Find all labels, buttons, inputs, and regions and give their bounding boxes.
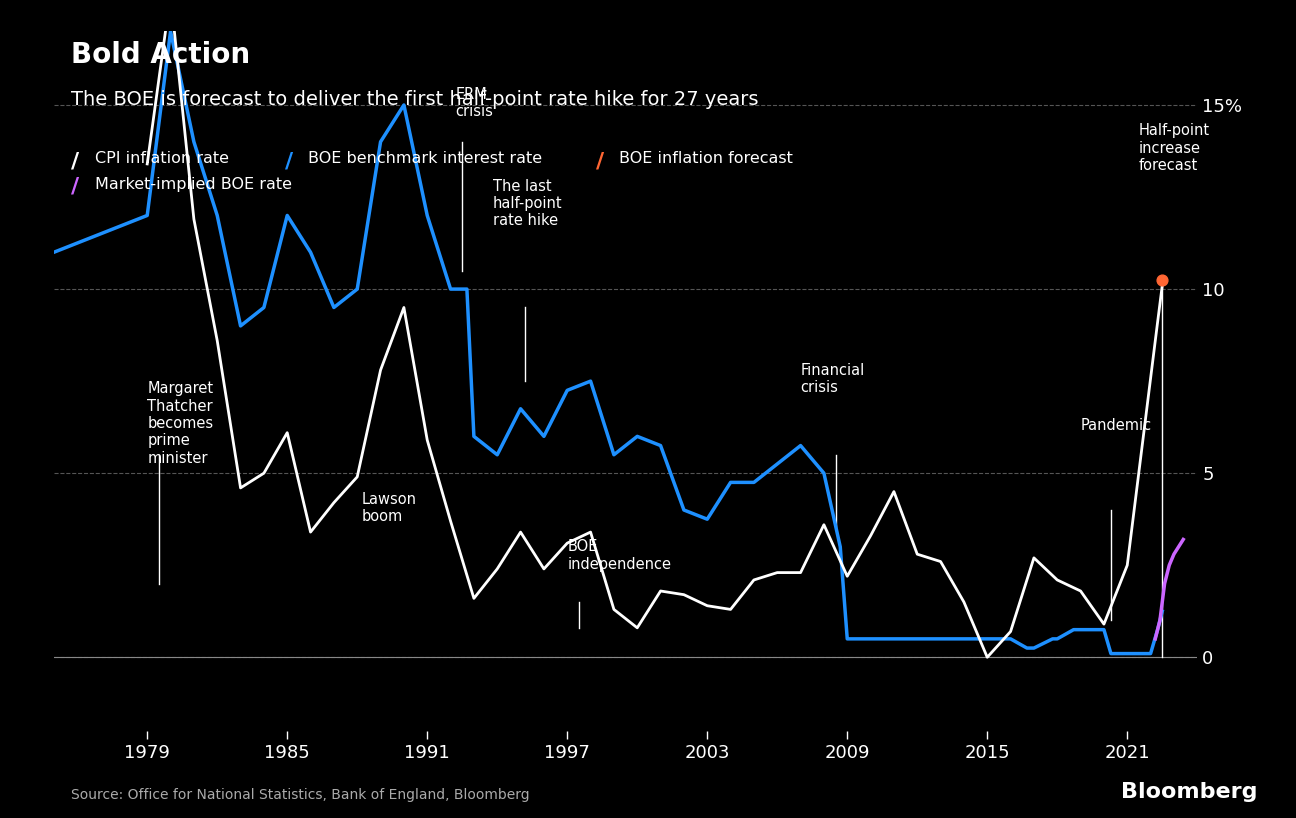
Text: Bloomberg: Bloomberg: [1121, 782, 1257, 802]
Text: /: /: [71, 177, 79, 196]
Text: /: /: [285, 151, 293, 171]
Text: Pandemic: Pandemic: [1081, 418, 1152, 433]
Text: /: /: [596, 151, 604, 171]
Text: CPI inflation rate: CPI inflation rate: [95, 151, 228, 166]
Text: Financial
crisis: Financial crisis: [801, 362, 864, 395]
Text: /: /: [71, 151, 79, 171]
Text: Half-point
increase
forecast: Half-point increase forecast: [1139, 124, 1210, 173]
Text: Lawson
boom: Lawson boom: [362, 492, 417, 524]
Text: Bold Action: Bold Action: [71, 41, 250, 69]
Text: ERM
crisis: ERM crisis: [455, 87, 492, 119]
Text: BOE inflation forecast: BOE inflation forecast: [619, 151, 793, 166]
Text: The last
half-point
rate hike: The last half-point rate hike: [492, 178, 562, 228]
Text: BOE
independence: BOE independence: [568, 539, 671, 572]
Text: Source: Office for National Statistics, Bank of England, Bloomberg: Source: Office for National Statistics, …: [71, 788, 530, 802]
Text: The BOE is forecast to deliver the first half-point rate hike for 27 years: The BOE is forecast to deliver the first…: [71, 90, 758, 109]
Text: BOE benchmark interest rate: BOE benchmark interest rate: [308, 151, 543, 166]
Text: Market-implied BOE rate: Market-implied BOE rate: [95, 177, 292, 191]
Text: Margaret
Thatcher
becomes
prime
minister: Margaret Thatcher becomes prime minister: [148, 381, 214, 465]
Point: [1152, 273, 1173, 286]
